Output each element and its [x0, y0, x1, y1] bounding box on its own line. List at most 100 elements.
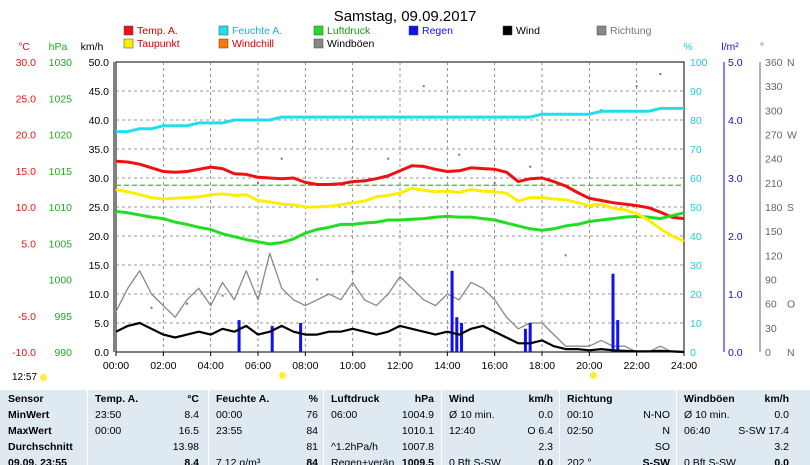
sensor-row-label: MinWert — [8, 409, 50, 421]
gust-row-label: 0 Bft S-SW — [684, 457, 736, 465]
temp-header: Temp. A. — [95, 393, 139, 405]
legend-label: Temp. A. — [137, 25, 178, 37]
gust-unit: km/h — [764, 393, 789, 405]
humidity-tick-label: 90 — [690, 86, 702, 98]
humidity-row-value: 84 — [306, 425, 318, 437]
direction-tick-label: 0 — [765, 347, 771, 359]
direction-tick-label: 330 — [765, 81, 783, 93]
wind-tick-label: 50.0 — [89, 57, 110, 69]
x-tick-label: 00:00 — [103, 360, 129, 372]
column-divider — [676, 390, 677, 465]
x-tick-label: 14:00 — [434, 360, 460, 372]
x-tick-label: 22:00 — [624, 360, 650, 372]
direction-letter: S — [787, 202, 794, 214]
wind-tick-label: 0.0 — [94, 347, 109, 359]
wind-tick-label: 35.0 — [89, 144, 110, 156]
direction-point — [493, 181, 496, 184]
wind-unit: km/h — [528, 393, 553, 405]
direction-tick-label: 270 — [765, 130, 783, 142]
pressure-tick-label: 1015 — [49, 166, 73, 178]
rain-tick-label: 4.0 — [728, 115, 743, 127]
humidity-tick-label: 80 — [690, 115, 702, 127]
legend-label: Regen — [422, 25, 453, 37]
wind-tick-label: 40.0 — [89, 115, 110, 127]
legend-label: Taupunkt — [137, 38, 180, 50]
rain-bar — [523, 328, 527, 352]
wind-tick-label: 5.0 — [94, 318, 109, 330]
sun-marker-1950 — [590, 372, 597, 379]
sensor-header: Sensor — [8, 393, 44, 405]
direction-tick-label: 300 — [765, 105, 783, 117]
humidity-row-value: 81 — [306, 441, 318, 453]
gust-row-label: Ø 10 min. — [684, 409, 730, 421]
legend-swatch — [218, 38, 229, 49]
wind-tick-label: 20.0 — [89, 231, 110, 243]
wind-row-value: 0.0 — [538, 457, 553, 465]
legend-label: Windchill — [232, 38, 274, 50]
direction-point — [186, 302, 188, 305]
legend-label: Luftdruck — [327, 25, 371, 37]
direction-tick-label: 180 — [765, 202, 783, 214]
sunrise-marker — [40, 374, 47, 381]
direction-point — [316, 278, 319, 281]
gust-row-value: S-SW 17.4 — [738, 425, 789, 437]
gust-row-value: 0.0 — [774, 409, 789, 421]
direction-point — [280, 157, 283, 160]
direction-tick-label: 90 — [765, 275, 777, 287]
direction-letter: O — [787, 299, 795, 311]
rain-bar — [237, 320, 241, 352]
wind-row-label: Ø 10 min. — [449, 409, 495, 421]
pressure-row-label: Regen+verän — [331, 457, 395, 465]
sun-marker-0650 — [279, 372, 286, 379]
gust-row-value: 0.0 — [774, 457, 789, 465]
rain-bar — [450, 270, 454, 352]
legend-swatch — [218, 25, 229, 36]
humidity-tick-label: 60 — [690, 173, 702, 185]
wind-row-label: 12:40 — [449, 425, 476, 437]
sensor-row-label: 09.09. 23:55 — [8, 457, 67, 465]
column-divider — [559, 390, 560, 465]
temp-tick-label: -5.0 — [18, 311, 36, 323]
rain-axis-unit: l/m² — [721, 41, 739, 53]
weather-chart: Samstag, 09.09.2017 Temp. A. Feuchte A. Lu… — [12, 8, 797, 372]
pressure-unit: hPa — [414, 393, 434, 405]
humidity-tick-label: 40 — [690, 231, 702, 243]
wind-header: Wind — [449, 393, 475, 405]
humidity-tick-label: 50 — [690, 202, 702, 214]
temp-tick-label: 30.0 — [16, 57, 37, 69]
temp-row-label: 00:00 — [95, 425, 122, 437]
rain-bar — [460, 323, 464, 352]
wind-tick-label: 30.0 — [89, 173, 110, 185]
direction-header: Richtung — [567, 393, 613, 405]
x-tick-label: 06:00 — [245, 360, 271, 372]
pressure-tick-label: 1005 — [49, 238, 73, 250]
temp-row-value: 16.5 — [178, 425, 199, 437]
legend-swatch — [313, 38, 324, 49]
direction-point — [564, 254, 567, 257]
direction-tick-label: 150 — [765, 226, 783, 238]
pressure-tick-label: 1025 — [49, 93, 73, 105]
pressure-row-value: 1004.9 — [401, 409, 434, 421]
temp-axis-unit: °C — [18, 41, 30, 53]
humidity-row-label: 7.12 g/m³ — [216, 457, 261, 465]
temp-tick-label: 25.0 — [16, 93, 37, 105]
legend-swatch — [596, 25, 607, 36]
pressure-row-label: ^1.2hPa/h — [331, 441, 378, 453]
humidity-tick-label: 70 — [690, 144, 702, 156]
column-divider — [441, 390, 442, 465]
x-tick-label: 16:00 — [482, 360, 508, 372]
legend-label: Richtung — [610, 25, 652, 37]
chart-marks — [115, 73, 685, 354]
legend-swatch — [313, 25, 324, 36]
humidity-tick-label: 100 — [690, 57, 708, 69]
direction-letter: N — [787, 347, 795, 359]
direction-point — [257, 181, 259, 184]
rain-bar — [611, 273, 615, 352]
wind-row-value: O 6.4 — [527, 425, 553, 437]
humidity-unit: % — [308, 393, 318, 405]
gust-series-line — [115, 252, 684, 353]
rain-bar — [299, 323, 303, 352]
temp-row-label: 23:50 — [95, 409, 122, 421]
legend-label: Feuchte A. — [232, 25, 282, 37]
pressure-tick-label: 1020 — [49, 130, 73, 142]
